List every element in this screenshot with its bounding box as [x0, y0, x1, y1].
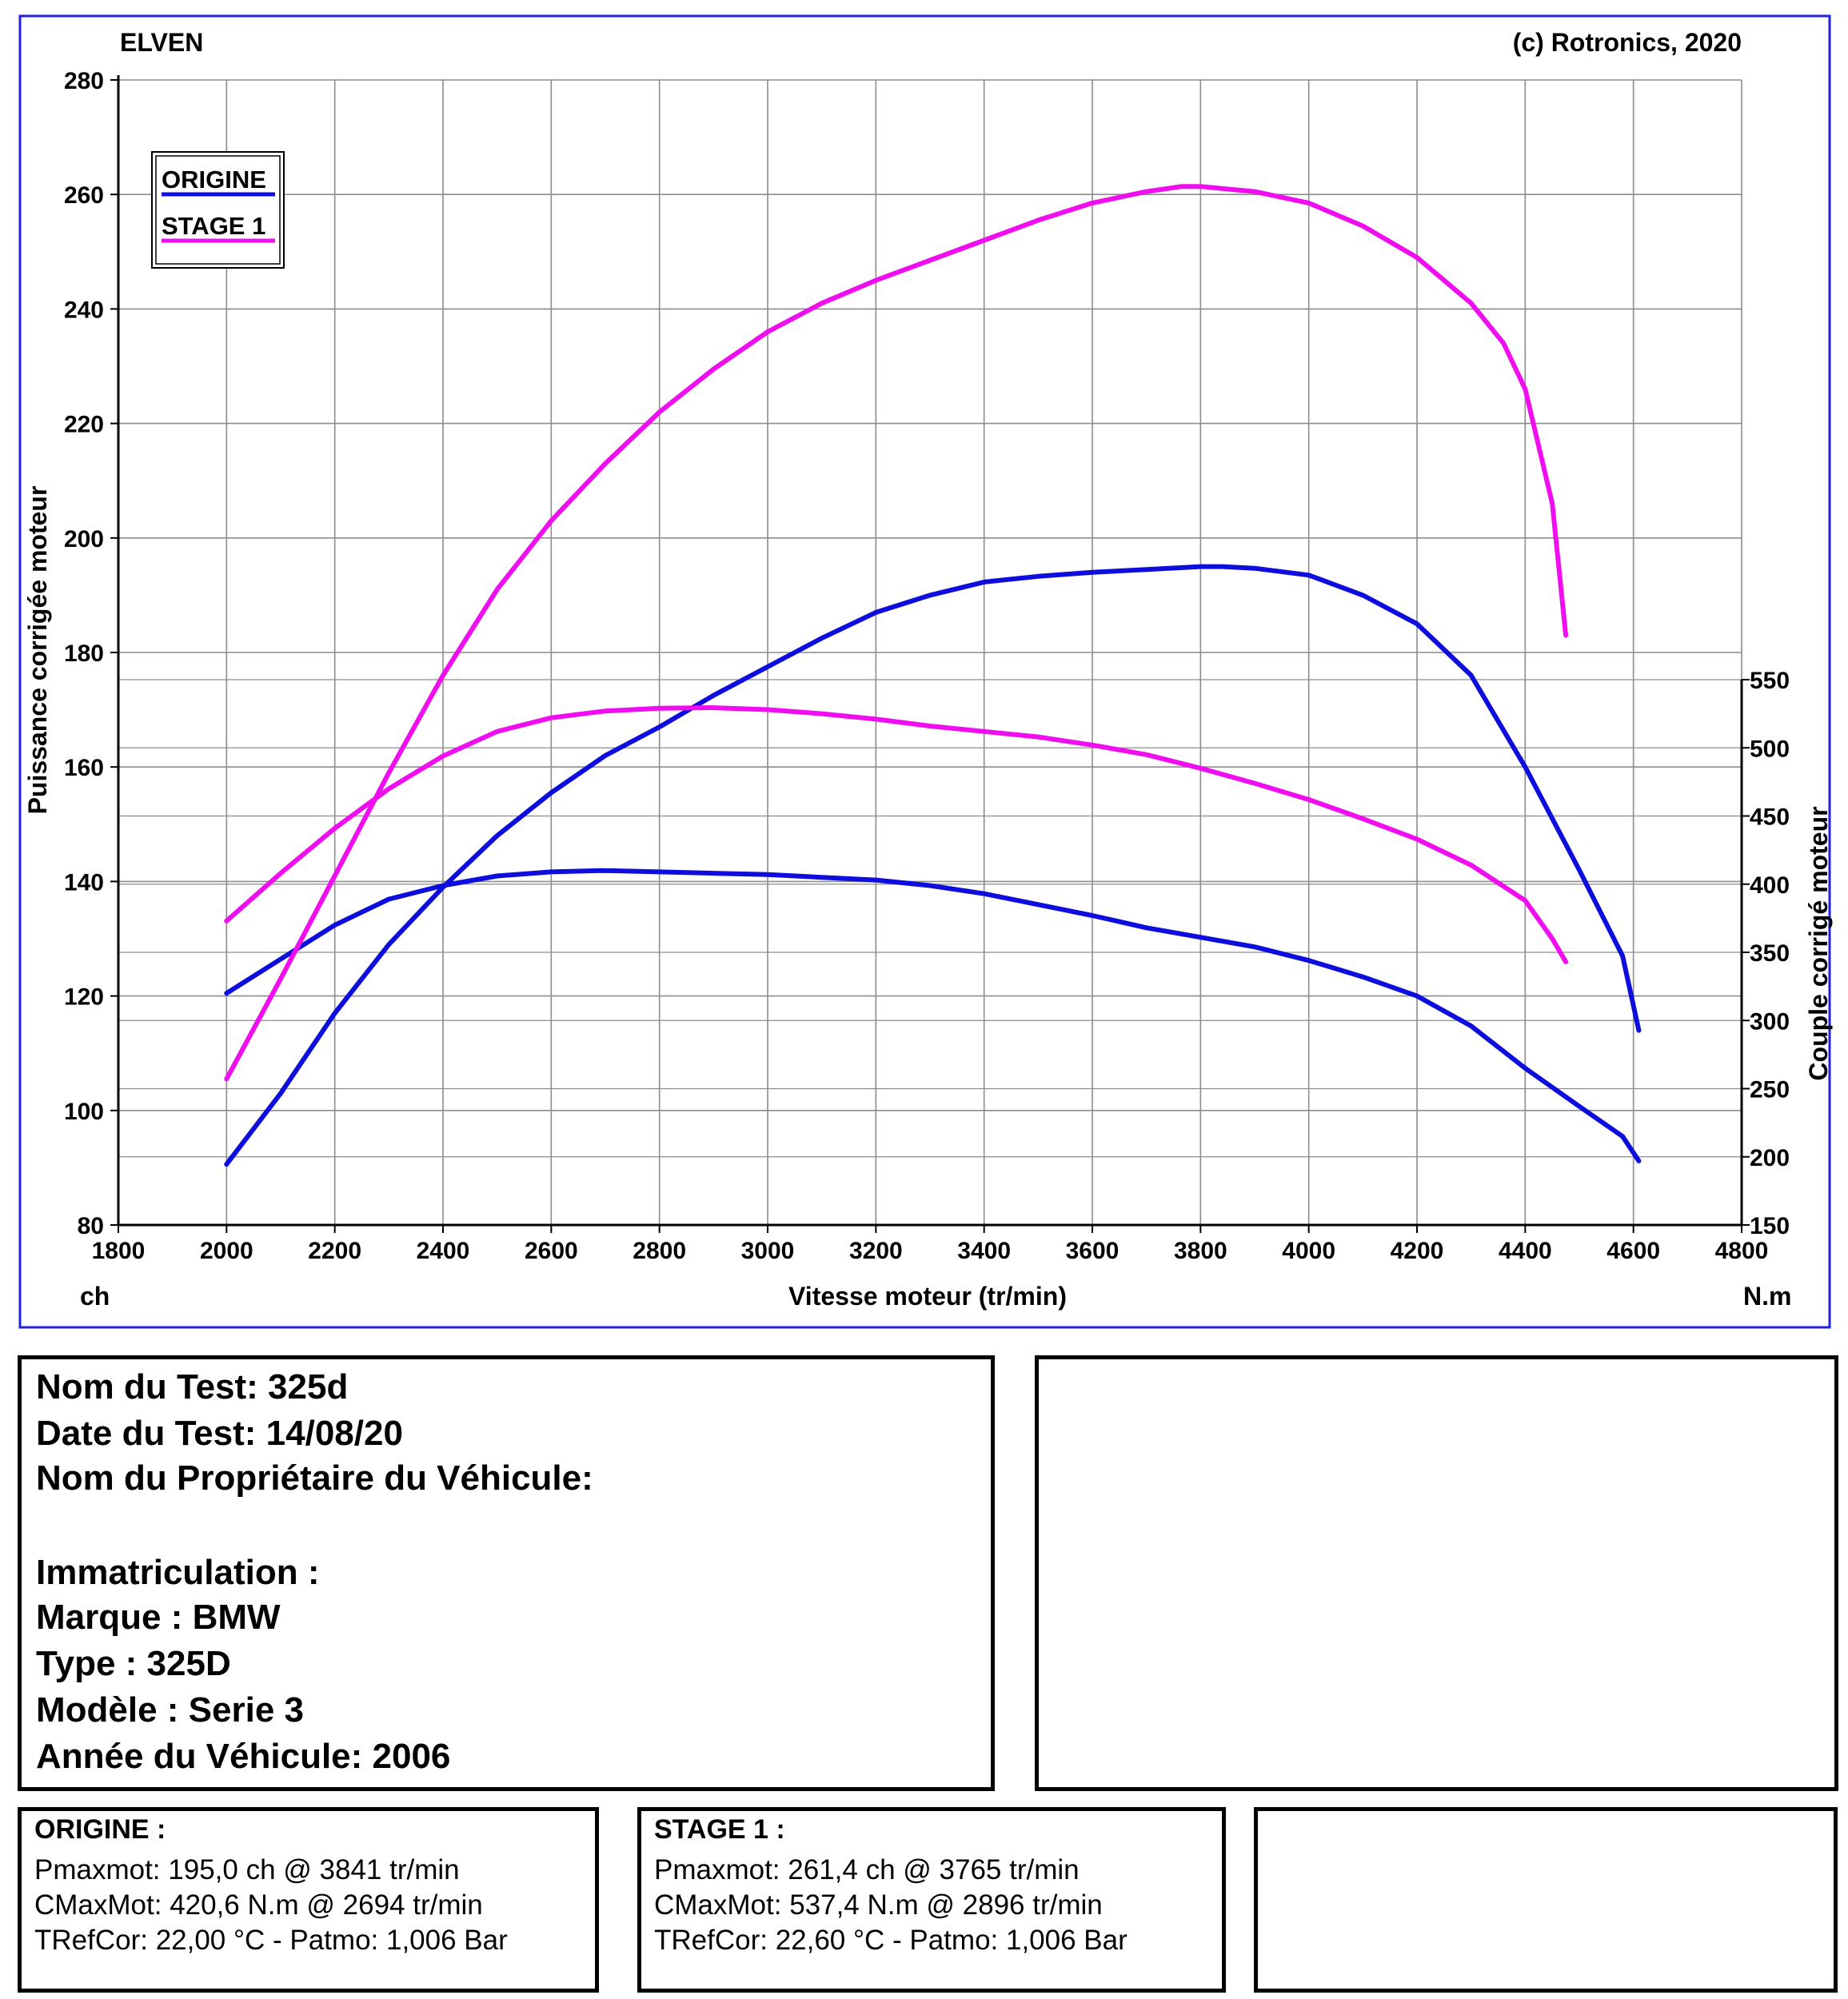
- legend-box: [151, 151, 285, 269]
- header-left-label: ELVEN: [120, 28, 203, 57]
- x-tick-label: 3200: [849, 1238, 903, 1264]
- info-line-year: Année du Véhicule: 2006: [36, 1737, 451, 1776]
- x-tick-label: 4200: [1391, 1238, 1444, 1264]
- y-right-tick-label: 500: [1750, 736, 1790, 762]
- x-tick-label: 3400: [957, 1238, 1011, 1264]
- summary-cmax-origine: CMaxMot: 420,6 N.m @ 2694 tr/min: [34, 1889, 483, 1921]
- y-right-tick-label: 450: [1750, 804, 1790, 831]
- summary-box-origine: ORIGINE : Pmaxmot: 195,0 ch @ 3841 tr/mi…: [18, 1807, 599, 1993]
- legend-label-stage1: STAGE 1: [162, 212, 265, 240]
- y-left-tick-label: 240: [64, 297, 104, 323]
- x-tick-label: 2000: [200, 1238, 253, 1264]
- y-left-tick-label: 220: [64, 412, 104, 438]
- x-tick-label: 2600: [525, 1238, 578, 1264]
- y-left-tick-label: 160: [64, 755, 104, 781]
- dyno-chart: 1800 2000 2200 2400 2600 2800 3000 3200 3400 3600…: [18, 14, 1833, 1329]
- series: [224, 184, 1642, 1167]
- y-right-tick-label: 200: [1750, 1145, 1790, 1171]
- summary-cmax-stage1: CMaxMot: 537,4 N.m @ 2896 tr/min: [654, 1889, 1103, 1921]
- summary-pmax-stage1: Pmaxmot: 261,4 ch @ 3765 tr/min: [654, 1854, 1080, 1885]
- legend: ORIGINE STAGE 1: [151, 151, 285, 269]
- series-line-origine-torque: [224, 868, 1642, 1163]
- x-tick-label: 2400: [417, 1238, 470, 1264]
- y-right-tick-label: 300: [1750, 1008, 1790, 1035]
- y-left-tick-label: 260: [64, 182, 104, 209]
- info-line-type: Type : 325D: [36, 1644, 231, 1683]
- y-right-tick-label: 350: [1750, 940, 1790, 967]
- x-tick-label: 3800: [1174, 1238, 1227, 1264]
- x-tick-label: 4400: [1499, 1238, 1552, 1264]
- x-tick-label: 2200: [308, 1238, 361, 1264]
- y-left-tick-label: 140: [64, 869, 104, 896]
- y-axis-right-label: Couple corrigé moteur: [1804, 806, 1833, 1080]
- x-axis-label: Vitesse moteur (tr/min): [788, 1282, 1067, 1311]
- y-axis-left-label: Puissance corrigée moteur: [23, 486, 52, 815]
- info-line-owner: Nom du Propriétaire du Véhicule:: [36, 1458, 593, 1498]
- x-tick-label: 2800: [633, 1238, 686, 1264]
- info-line-test-name: Nom du Test: 325d: [36, 1367, 349, 1406]
- grid: [118, 79, 1742, 1226]
- summary-title-stage1: STAGE 1 :: [654, 1814, 785, 1845]
- x-tick-label: 3600: [1066, 1238, 1120, 1264]
- y-right-tick-label: 250: [1750, 1077, 1790, 1103]
- chart-frame: [18, 14, 1831, 1329]
- x-tick-label: 3000: [741, 1238, 795, 1264]
- summary-tref-stage1: TRefCor: 22,60 °C - Patmo: 1,006 Bar: [654, 1925, 1128, 1956]
- legend-label-origine: ORIGINE: [162, 166, 266, 194]
- notes-box: [1035, 1355, 1838, 1791]
- y-right-tick-label: 400: [1750, 872, 1790, 899]
- x-tick-label: 4800: [1715, 1238, 1769, 1264]
- summary-tref-origine: TRefCor: 22,00 °C - Patmo: 1,006 Bar: [34, 1925, 508, 1956]
- summary-box-stage1: STAGE 1 : Pmaxmot: 261,4 ch @ 3765 tr/mi…: [637, 1807, 1226, 1993]
- info-line-registration: Immatriculation :: [36, 1553, 320, 1592]
- summary-title-origine: ORIGINE :: [34, 1814, 166, 1845]
- series-line-stage1-power: [224, 184, 1569, 1082]
- summary-pmax-origine: Pmaxmot: 195,0 ch @ 3841 tr/min: [34, 1854, 460, 1885]
- y-right-tick-label: 550: [1750, 668, 1790, 694]
- y-left-tick-label: 120: [64, 984, 104, 1011]
- y-left-tick-label: 100: [64, 1099, 104, 1125]
- y-left-tick-label: 80: [78, 1213, 104, 1239]
- x-tick-label: 4600: [1607, 1238, 1660, 1264]
- info-line-make: Marque : BMW: [36, 1598, 281, 1637]
- y-right-tick-label: 150: [1750, 1213, 1790, 1239]
- x-unit-left-label: ch: [80, 1282, 110, 1311]
- vehicle-info-box: Nom du Test: 325d Date du Test: 14/08/20…: [18, 1355, 995, 1791]
- series-line-origine-power: [224, 564, 1642, 1167]
- x-unit-right-label: N.m: [1743, 1282, 1791, 1311]
- y-left-tick-label: 180: [64, 640, 104, 667]
- extra-box: [1254, 1807, 1838, 1993]
- info-line-test-date: Date du Test: 14/08/20: [36, 1414, 403, 1453]
- y-left-tick-label: 280: [64, 68, 104, 94]
- y-left-tick-label: 200: [64, 526, 104, 553]
- header-right-label: (c) Rotronics, 2020: [1513, 28, 1742, 57]
- x-tick-label: 1800: [92, 1238, 146, 1264]
- info-line-model: Modèle : Serie 3: [36, 1690, 305, 1730]
- series-line-stage1-torque: [224, 705, 1569, 964]
- axes: 1800 2000 2200 2400 2600 2800 3000 3200 3400 3600…: [64, 68, 1790, 1264]
- x-tick-label: 4000: [1282, 1238, 1335, 1264]
